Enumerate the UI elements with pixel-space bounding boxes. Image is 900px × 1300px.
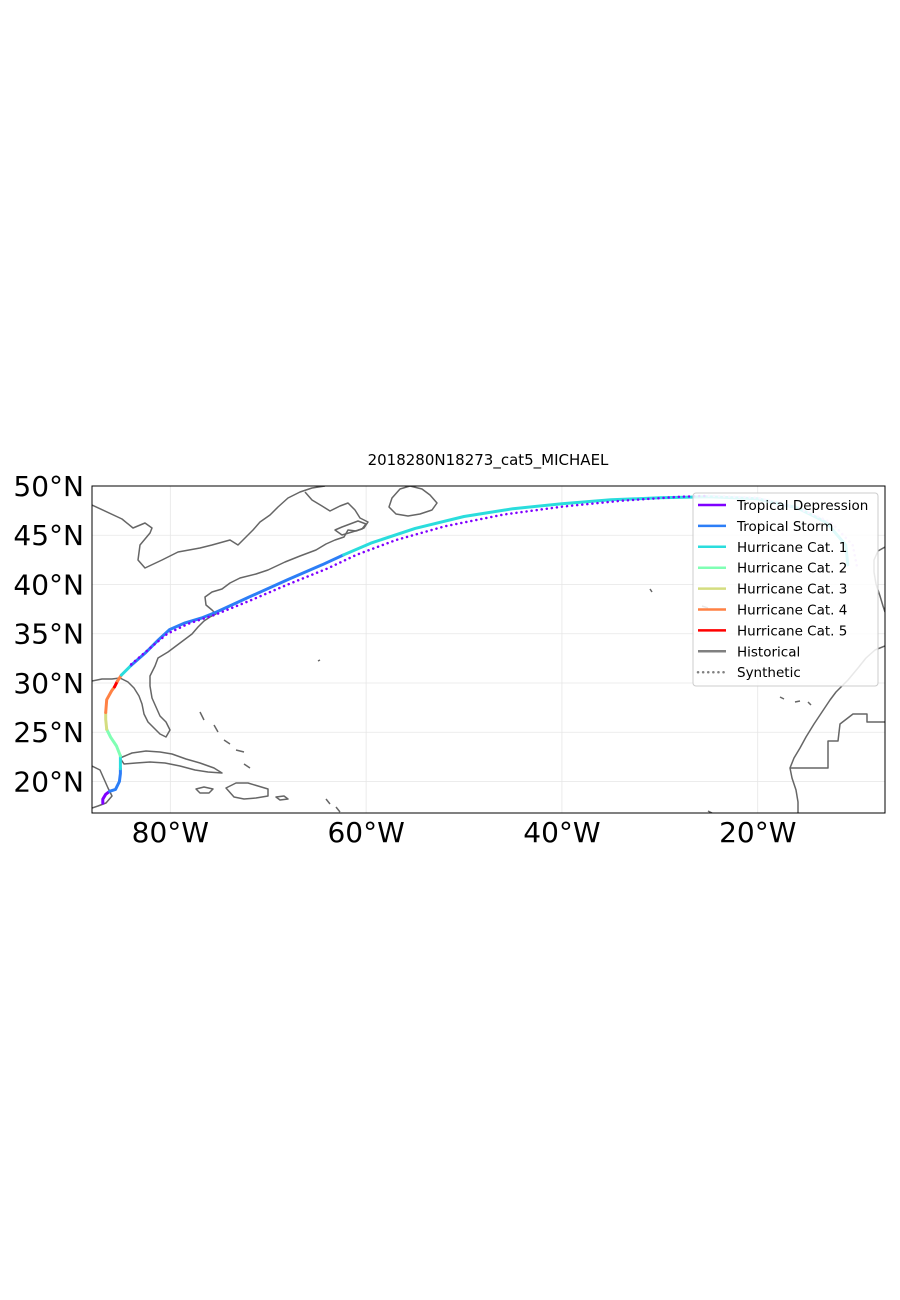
lon-tick-label: 60°W xyxy=(327,816,404,849)
legend-label: Hurricane Cat. 5 xyxy=(737,623,847,639)
coastline-jamaica xyxy=(195,786,214,794)
coastline-cuba xyxy=(119,750,223,774)
coastline-bahamas xyxy=(199,711,251,769)
lat-tick-label: 20°N xyxy=(13,765,84,798)
coastline-nova-scotia xyxy=(334,520,367,536)
coastline-hispaniola xyxy=(225,782,269,800)
lon-tick-label: 80°W xyxy=(132,816,209,849)
historical-track-segment-5 xyxy=(104,685,116,714)
coastline-north-america xyxy=(92,486,369,738)
historical-track-segment-4 xyxy=(104,711,109,731)
historical-track-segment-0 xyxy=(101,789,112,805)
border-western-sahara xyxy=(790,713,885,769)
historical-track-segment-8 xyxy=(119,663,133,677)
legend-label: Hurricane Cat. 2 xyxy=(737,561,847,577)
lat-tick-label: 40°N xyxy=(13,568,84,601)
latitude-axis: 50°N 45°N 40°N 35°N 30°N 25°N 20°N xyxy=(13,470,84,798)
coastline-canaries xyxy=(779,696,812,706)
legend-label: Hurricane Cat. 3 xyxy=(737,582,847,598)
historical-track-segment-1 xyxy=(108,767,122,793)
lat-tick-label: 25°N xyxy=(13,716,84,749)
lat-tick-label: 30°N xyxy=(13,667,84,700)
legend-label: Hurricane Cat. 4 xyxy=(737,603,847,619)
legend-label: Tropical Storm xyxy=(736,519,833,535)
coastline-newfoundland xyxy=(388,486,438,517)
synthetic-track-segment-0 xyxy=(129,494,711,666)
legend-box xyxy=(692,492,879,687)
legend: Tropical Depression Tropical Storm Hurrica… xyxy=(692,492,879,687)
lat-tick-label: 45°N xyxy=(13,519,84,552)
coastline-bermuda xyxy=(317,659,321,662)
coastline-puerto-rico xyxy=(275,795,289,801)
lon-tick-label: 20°W xyxy=(719,816,796,849)
lon-tick-label: 40°W xyxy=(523,816,600,849)
lat-tick-label: 50°N xyxy=(13,470,84,503)
longitude-axis: 80°W 60°W 40°W 20°W xyxy=(132,816,797,849)
map-title: 2018280N18273_cat5_MICHAEL xyxy=(368,451,609,470)
graticule xyxy=(92,486,885,813)
lat-tick-label: 35°N xyxy=(13,618,84,651)
legend-label: Synthetic xyxy=(737,665,801,681)
historical-track-segment-3 xyxy=(105,727,122,758)
legend-label: Tropical Depression xyxy=(736,498,868,514)
historical-track-segment-9 xyxy=(129,553,346,667)
legend-label: Hurricane Cat. 1 xyxy=(737,540,847,556)
legend-label: Historical xyxy=(737,644,800,660)
coastline-antilles xyxy=(325,798,341,813)
map-frame xyxy=(91,485,886,814)
